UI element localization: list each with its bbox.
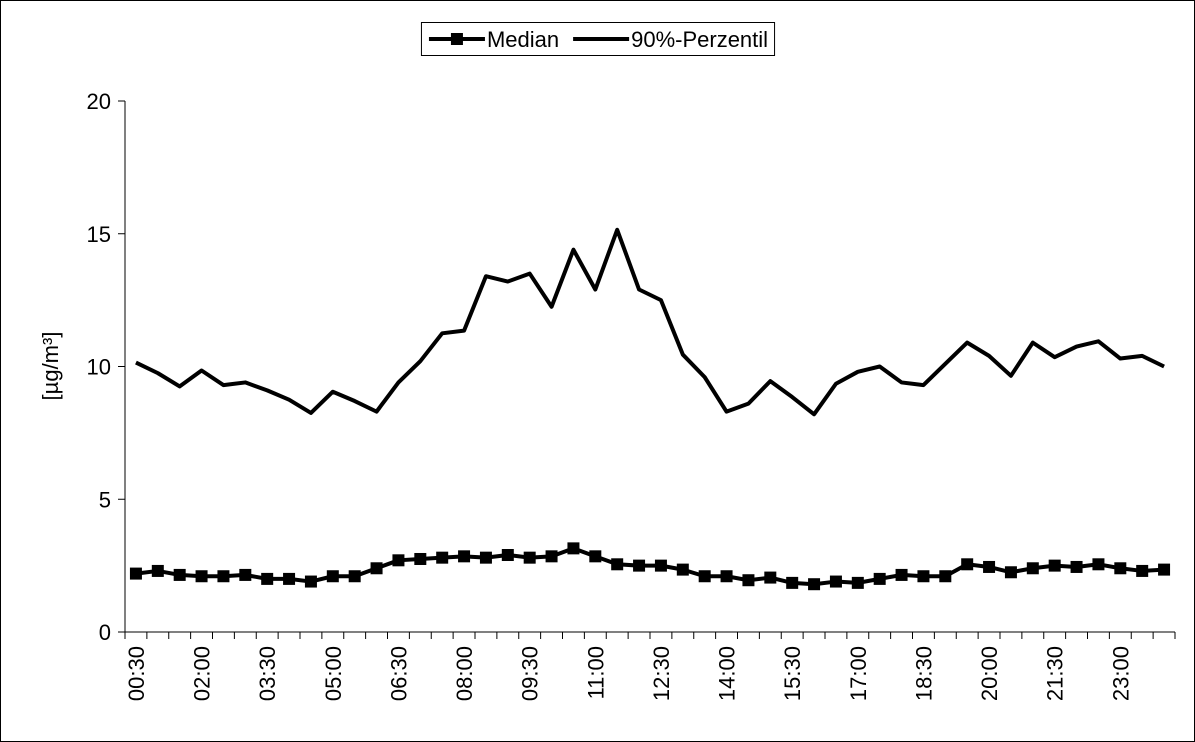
x-tick-label: 18:30 [911, 646, 936, 701]
series-marker [895, 568, 908, 581]
series-marker [939, 570, 952, 583]
y-tick-label: 15 [87, 222, 111, 247]
series-marker [217, 570, 230, 583]
series-marker [961, 558, 974, 571]
series-marker [348, 570, 361, 583]
y-axis-label: [µg/m³] [38, 332, 63, 401]
legend-marker [450, 33, 463, 45]
series-marker [851, 576, 864, 589]
series-marker [611, 558, 624, 571]
series-marker [1158, 563, 1171, 576]
series-marker [392, 554, 405, 567]
series-marker [129, 567, 142, 580]
series-marker [436, 551, 449, 564]
series-marker [764, 571, 777, 584]
y-tick-label: 20 [87, 89, 111, 114]
series-marker [786, 576, 799, 589]
series-marker [1004, 566, 1017, 579]
x-tick-label: 11:00 [583, 646, 608, 699]
series-marker [829, 575, 842, 588]
series-marker [239, 568, 252, 581]
x-tick-label: 14:00 [715, 646, 740, 701]
x-tick-label: 23:00 [1108, 646, 1133, 701]
y-tick-label: 10 [87, 355, 111, 380]
series-marker [917, 570, 930, 583]
x-tick-label: 08:00 [452, 646, 477, 701]
x-tick-label: 03:30 [255, 646, 280, 701]
x-tick-label: 02:00 [190, 646, 215, 701]
legend-label: Median [487, 27, 559, 52]
series-marker [742, 574, 755, 587]
x-tick-label: 09:30 [518, 646, 543, 701]
x-tick-label: 12:30 [649, 646, 674, 701]
series-marker [698, 570, 711, 583]
series-marker [1114, 562, 1127, 575]
series-marker [458, 550, 471, 563]
series-marker [1092, 558, 1105, 571]
series-marker [261, 572, 274, 585]
series-marker [370, 562, 383, 575]
series-line [135, 227, 1165, 417]
series-marker [523, 551, 536, 564]
series-marker [589, 550, 602, 563]
series-marker [304, 575, 317, 588]
series-marker [1070, 560, 1083, 573]
series-marker [676, 563, 689, 576]
series-marker [545, 550, 558, 563]
series-marker [151, 564, 164, 577]
series-marker [479, 551, 492, 564]
x-tick-label: 05:00 [321, 646, 346, 701]
series-marker [1026, 562, 1039, 575]
series-marker [654, 559, 667, 572]
series-marker [983, 560, 996, 573]
legend: Median 90%-Perzentil [420, 22, 776, 56]
x-tick-label: 00:30 [124, 646, 149, 701]
x-tick-label: 17:00 [846, 646, 871, 701]
series-marker [873, 572, 886, 585]
y-tick-label: 5 [99, 487, 111, 512]
series-marker [326, 570, 339, 583]
series-marker [720, 570, 733, 583]
legend-label: 90%-Perzentil [631, 27, 768, 52]
series-marker [808, 578, 821, 591]
series-marker [195, 570, 208, 583]
x-tick-label: 06:30 [386, 646, 411, 701]
series-marker [414, 552, 427, 565]
x-tick-label: 15:30 [780, 646, 805, 701]
series-marker [567, 542, 580, 555]
series-marker [501, 549, 514, 562]
series-marker [173, 568, 186, 581]
y-tick-label: 0 [99, 620, 111, 645]
x-tick-label: 21:30 [1043, 646, 1068, 701]
series-marker [1136, 564, 1149, 577]
series-marker [633, 559, 646, 572]
series-marker [283, 572, 296, 585]
x-tick-label: 20:00 [977, 646, 1002, 701]
series-marker [1048, 559, 1061, 572]
